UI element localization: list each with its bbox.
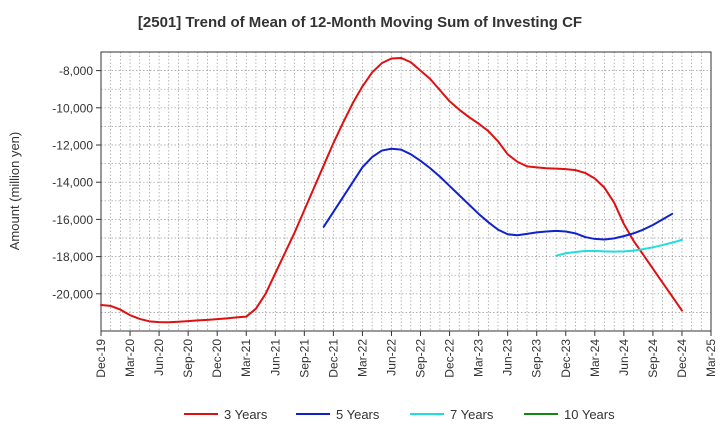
x-tick-label: Jun-21 [268,339,282,376]
x-tick-label: Dec-23 [559,339,573,378]
x-tick-label: Dec-21 [326,339,340,378]
x-tick-label: Mar-25 [704,339,718,377]
legend-label: 5 Years [336,407,380,422]
x-tick-label: Dec-24 [675,339,689,378]
x-tick-label: Jun-23 [501,339,515,376]
legend-item-10-years: 10 Years [524,407,615,422]
series-line-3-years [100,56,683,324]
y-tick-label: -20,000 [52,287,93,301]
legend-label: 7 Years [450,407,494,422]
plot-background [101,52,711,331]
legend-item-3-years: 3 Years [184,407,268,422]
x-tick-label: Jun-22 [384,339,398,376]
y-tick-label: -14,000 [52,176,93,190]
legend: 3 Years 5 Years 7 Years 10 Years [184,407,615,422]
legend-label: 3 Years [224,407,268,422]
plot-area: -8,000 -10,000 -12,000 -14,000 -16,000 -18,00… [52,51,718,378]
x-tick-label: Dec-19 [94,339,108,378]
x-tick-label: Dec-22 [443,339,457,378]
y-tick-label: -12,000 [52,139,93,153]
y-tick-label: -16,000 [52,213,93,227]
x-tick-label: Mar-24 [588,339,602,377]
legend-item-7-years: 7 Years [410,407,494,422]
y-axis-label: Amount (million yen) [7,132,22,251]
x-tick-label: Mar-21 [239,339,253,377]
x-tick-label: Mar-22 [355,339,369,377]
series-line-7-years [555,238,683,257]
plot-border [100,51,712,332]
x-tick-label: Jun-20 [152,339,166,376]
x-tick-label: Dec-20 [210,339,224,378]
x-tick-label: Sep-20 [181,339,195,378]
x-tick-label: Sep-24 [646,339,660,378]
x-tick-label: Mar-20 [123,339,137,377]
legend-label: 10 Years [564,407,615,422]
chart-title: [2501] Trend of Mean of 12-Month Moving … [138,14,582,31]
legend-item-5-years: 5 Years [296,407,380,422]
x-tick-label: Mar-23 [472,339,486,377]
x-tick-label: Jun-24 [617,339,631,376]
x-tick-label: Sep-23 [530,339,544,378]
y-tick-label: -18,000 [52,250,93,264]
x-tick-label: Sep-22 [414,339,428,378]
y-tick-label: -8,000 [59,64,93,78]
series-line-5-years [322,147,674,241]
x-tick-label: Sep-21 [297,339,311,378]
y-tick-label: -10,000 [52,101,93,115]
